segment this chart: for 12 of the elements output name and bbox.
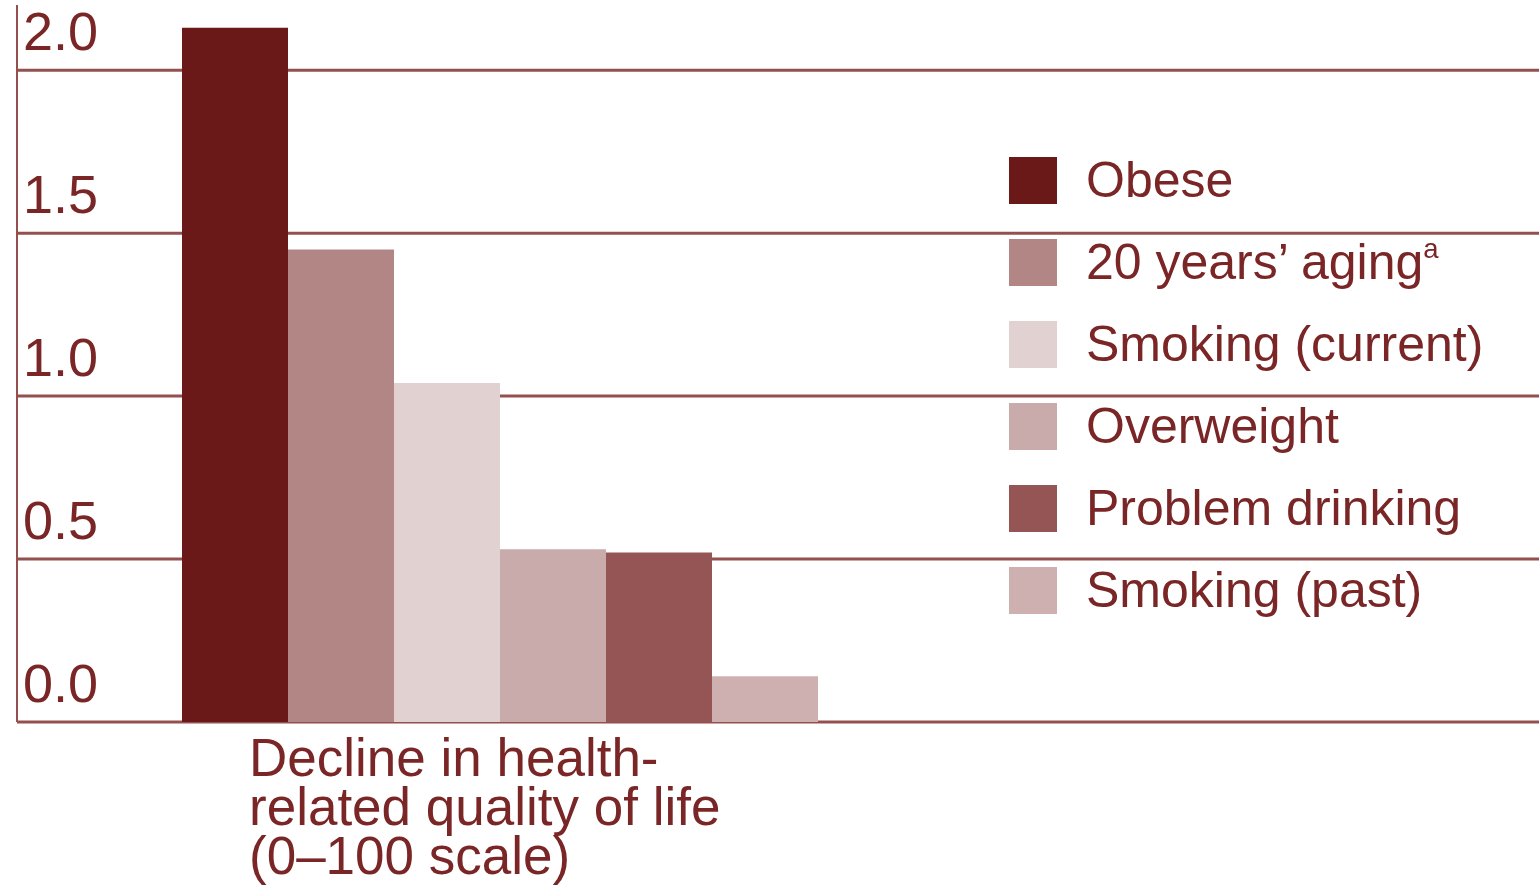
- legend-label: Problem drinking: [1086, 480, 1462, 536]
- legend-label: Smoking (current): [1086, 316, 1484, 372]
- y-tick-label: 2.0: [23, 1, 99, 62]
- legend-label: Smoking (past): [1086, 562, 1423, 618]
- y-tick-label: 0.5: [23, 490, 99, 551]
- x-axis-title: Decline in health-related quality of life (0–100 scale): [249, 728, 722, 885]
- y-tick-label: 1.5: [23, 164, 99, 225]
- y-tick-label: 1.0: [23, 327, 99, 388]
- legend-label: Overweight: [1086, 398, 1339, 454]
- legend-label: Obese: [1086, 152, 1234, 208]
- y-tick-label: 0.0: [23, 653, 99, 713]
- legend-label: 20 years’ aging$^{a}$: [1086, 233, 1439, 290]
